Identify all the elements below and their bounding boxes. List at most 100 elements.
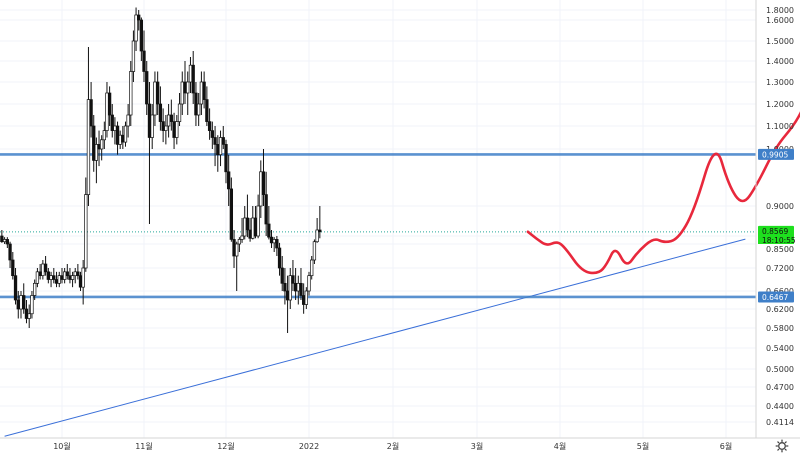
horizontal-levels [0,153,756,299]
candle-body [70,275,75,280]
candle-body [123,125,128,143]
candle-body [134,14,138,42]
price-tick-label: 0.5000 [766,365,794,374]
candle-body [207,121,212,131]
candle-body [94,144,99,161]
price-tick-label: 1.1000 [766,122,794,131]
candle-body [54,279,59,284]
candle-body [280,267,284,284]
candle-body [183,81,187,94]
candle-body [92,125,96,161]
candle-body [11,259,15,277]
candle-body [57,275,61,284]
candle-body [213,137,217,145]
candle-body [315,229,319,243]
candle-body [199,81,204,105]
countdown-label: 18:10:55 [762,236,796,245]
candle-body [131,40,136,72]
candle-body [269,236,274,244]
candle-body [251,217,255,239]
candle-body [145,71,149,105]
price-tick-label: 1.4000 [766,57,794,66]
time-tick-label: 5월 [637,441,649,451]
gridlines [0,0,756,438]
projection-path [526,111,800,275]
candle-body [41,263,45,277]
candles [0,7,322,333]
candle-body [121,134,125,143]
settings-gear-icon[interactable] [775,439,789,453]
candle-body [147,103,152,138]
price-tick-label: 0.5400 [766,344,794,353]
time-tick-label: 2022 [299,442,319,451]
candle-body [248,229,252,239]
candle-body [60,275,64,280]
current-price-label: 0.8569 [762,227,788,236]
candle-body [197,103,201,116]
candle-body [161,121,165,131]
candle-body [227,171,231,190]
candle-body [89,99,93,127]
candle-body [129,71,133,116]
price-tick-label: 0.4114 [766,418,794,427]
candle-body [188,64,193,83]
candle-body [194,92,198,116]
candle-body [62,271,67,280]
candle-body [288,275,292,301]
candle-body [245,217,250,231]
extra-price-badge-bg [758,244,794,254]
candle-body [2,239,7,243]
trendline [4,238,746,437]
candle-body [307,275,311,292]
candle-body [243,217,247,237]
candle-body [118,134,122,145]
price-tick-label: 0.4700 [766,383,794,392]
candle-body [76,271,80,277]
level-badge-label: 0.9905 [762,150,788,159]
projection-line [526,111,800,275]
candle-body [169,114,173,122]
candle-body [142,50,146,72]
candle-body [137,14,141,21]
candle-body [126,114,130,127]
candle-body [283,282,287,292]
candle-body [65,271,69,277]
time-tick-label: 11월 [135,441,153,451]
candle-body [38,271,42,277]
time-tick-label: 10월 [53,441,71,451]
candle-body [24,308,29,319]
extra-price-label: 0.8500 [766,245,794,254]
time-tick-label: 12월 [217,441,235,451]
current-price-badge-bg [758,225,794,246]
candle-body [115,125,120,145]
candle-body [86,99,91,195]
price-tick-label: 1.6000 [766,16,794,25]
candle-body [224,144,228,173]
candle-body [5,239,9,245]
trendline-segment [4,238,746,437]
candle-body [202,81,206,100]
time-tick-label: 6월 [720,441,732,451]
price-tick-label: 0.6200 [766,305,794,314]
candle-body [81,267,85,288]
candle-body [291,275,295,284]
price-tick-label: 0.9000 [766,202,794,211]
candle-body [150,114,154,138]
candle-body [256,205,260,237]
candle-body [22,295,26,310]
candle-body [139,19,144,52]
candle-body [177,103,182,122]
candle-body [186,81,190,94]
candle-body [33,282,37,296]
candle-body [205,99,209,122]
time-tick-label: 3월 [471,441,483,451]
candle-body [100,139,104,150]
level-badge-bg [758,291,794,303]
candle-body [210,130,214,138]
candle-body [52,275,56,280]
price-tick-label: 1.3000 [766,78,794,87]
candle-body [318,229,322,233]
candle-body [78,275,83,288]
